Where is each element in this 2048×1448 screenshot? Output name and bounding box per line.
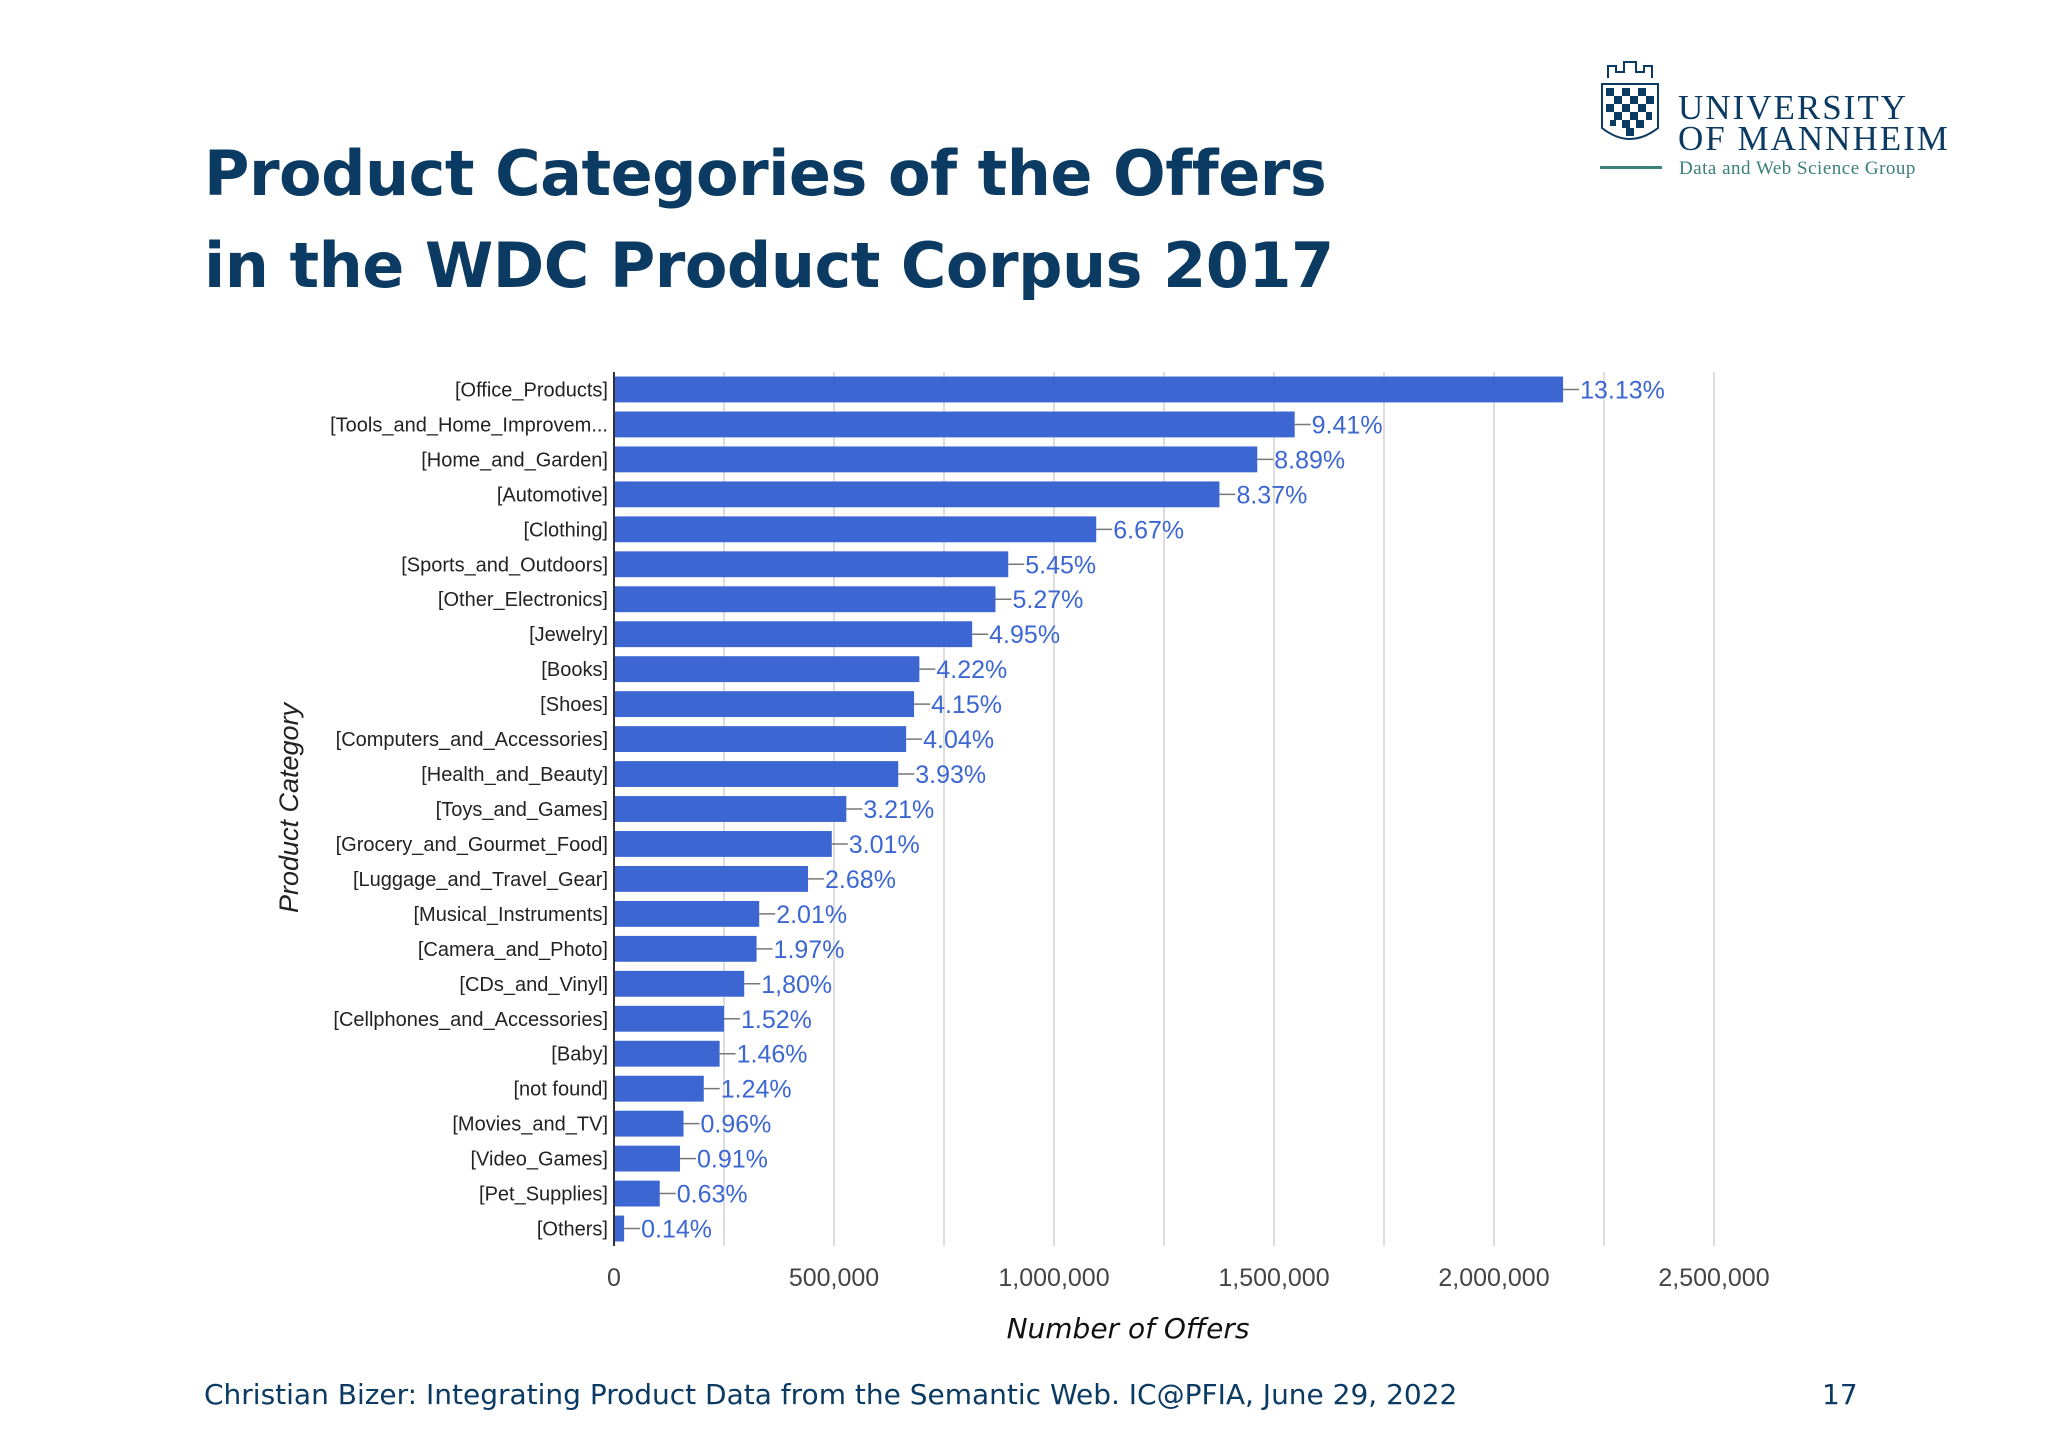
- bar: [614, 1005, 724, 1032]
- bar: [614, 691, 915, 718]
- data-label: 0.91%: [697, 1146, 768, 1174]
- logo-divider: [1600, 166, 1662, 169]
- logo-text-university: UNIVERSITY: [1678, 88, 1908, 127]
- bar: [614, 1040, 720, 1067]
- data-label: 1.24%: [721, 1076, 792, 1104]
- category-label: [Home_and_Garden]: [421, 449, 608, 471]
- bar: [614, 900, 760, 927]
- data-label: 5.45%: [1025, 551, 1096, 579]
- category-label: [Other_Electronics]: [438, 589, 608, 611]
- data-label: 2.68%: [825, 866, 896, 894]
- data-label: 8.37%: [1236, 481, 1307, 509]
- logo-subtitle: Data and Web Science Group: [1679, 158, 1916, 179]
- data-label: 3.21%: [863, 796, 934, 824]
- category-label: [Baby]: [551, 1044, 608, 1066]
- bar: [614, 831, 832, 857]
- category-label: [Luggage_and_Travel_Gear]: [353, 869, 608, 891]
- category-label: [Clothing]: [524, 519, 609, 541]
- data-label: 0.14%: [641, 1216, 712, 1244]
- category-label: [Shoes]: [540, 694, 608, 716]
- bar: [614, 1145, 680, 1172]
- x-tick-label: 1,500,000: [1218, 1264, 1329, 1292]
- bar: [614, 796, 847, 822]
- x-tick-label: 500,000: [789, 1264, 879, 1292]
- category-label: [Toys_and_Games]: [436, 799, 608, 821]
- category-labels: [Office_Products] [Tools_and_Home_Improve…: [330, 379, 608, 1240]
- bar: [614, 1110, 684, 1137]
- category-label: [Others]: [537, 1219, 608, 1241]
- bar: [614, 970, 745, 997]
- category-label: [Sports_and_Outdoors]: [401, 554, 608, 576]
- page-number: 17: [1822, 1378, 1858, 1411]
- bar: [614, 551, 1009, 578]
- data-label: 9.41%: [1312, 411, 1383, 439]
- data-labels: 13.13% 9.41% 8.89% 8.37% 6.67% 5.45% 5.27% 4.95…: [624, 376, 1665, 1244]
- data-label: 1,80%: [761, 971, 832, 999]
- data-label: 5.27%: [1012, 586, 1083, 614]
- category-label: [Movies_and_TV]: [452, 1114, 608, 1136]
- bar: [614, 1075, 704, 1102]
- data-label: 2.01%: [776, 901, 847, 929]
- bar: [614, 1180, 660, 1207]
- category-label: [Camera_and_Photo]: [418, 939, 608, 961]
- bar: [614, 586, 996, 613]
- data-label: 1.52%: [741, 1006, 812, 1034]
- x-tick-label: 1,000,000: [998, 1264, 1109, 1292]
- data-label: 8.89%: [1274, 446, 1345, 474]
- bar: [614, 446, 1258, 473]
- category-label: [Musical_Instruments]: [413, 904, 608, 926]
- data-label: 0.63%: [677, 1181, 748, 1209]
- bar: [614, 376, 1564, 403]
- university-logo: UNIVERSITY OF MANNHEIM Data and Web Scie…: [1590, 58, 1950, 186]
- category-label: [Tools_and_Home_Improvem...: [330, 414, 608, 436]
- slide-title: Product Categories of the Offers in the …: [204, 128, 1334, 312]
- data-label: 4.04%: [923, 726, 994, 754]
- category-label: [not found]: [513, 1079, 608, 1101]
- bar: [614, 761, 899, 787]
- bar: [614, 865, 809, 892]
- bar: [614, 516, 1097, 543]
- bar: [614, 411, 1295, 438]
- category-label: [CDs_and_Vinyl]: [459, 974, 608, 996]
- data-label: 4.22%: [936, 656, 1007, 684]
- category-label: [Pet_Supplies]: [479, 1184, 608, 1206]
- bar: [614, 1215, 625, 1242]
- x-axis-title: Number of Offers: [1007, 1312, 1250, 1345]
- category-label: [Books]: [541, 659, 608, 681]
- category-label: [Video_Games]: [471, 1149, 609, 1171]
- slide-footer: Christian Bizer: Integrating Product Dat…: [204, 1378, 1458, 1411]
- x-tick-label: 2,000,000: [1438, 1264, 1549, 1292]
- logo-text-mannheim: OF MANNHEIM: [1678, 119, 1950, 158]
- data-label: 3.01%: [849, 831, 920, 859]
- mannheim-crest-icon: [1601, 61, 1659, 140]
- category-label: [Office_Products]: [455, 379, 608, 401]
- data-label: 6.67%: [1113, 516, 1184, 544]
- category-label: [Grocery_and_Gourmet_Food]: [336, 834, 608, 856]
- category-label: [Computers_and_Accessories]: [336, 729, 608, 751]
- data-label: 1.97%: [774, 936, 845, 964]
- slide-title-line-1: Product Categories of the Offers: [204, 137, 1327, 210]
- data-label: 4.95%: [989, 621, 1060, 649]
- bar: [614, 935, 757, 962]
- data-label: 13.13%: [1580, 376, 1665, 404]
- data-label: 3.93%: [915, 761, 986, 789]
- category-label: [Jewelry]: [529, 624, 608, 646]
- data-label: 0.96%: [701, 1111, 772, 1139]
- category-label: [Cellphones_and_Accessories]: [333, 1009, 608, 1031]
- bar: [614, 656, 920, 683]
- data-label: 4.15%: [931, 691, 1002, 719]
- x-tick-label: 2,500,000: [1658, 1264, 1769, 1292]
- data-label: 1.46%: [737, 1041, 808, 1069]
- bar: [614, 726, 907, 753]
- bars: [614, 376, 1564, 1242]
- category-label: [Health_and_Beauty]: [421, 764, 608, 786]
- y-axis-title: Product Category: [274, 701, 304, 913]
- bar: [614, 481, 1220, 508]
- bar: [614, 621, 973, 648]
- bar-chart: [Office_Products] [Tools_and_Home_Improve…: [274, 372, 1770, 1345]
- x-tick-label: 0: [607, 1264, 621, 1292]
- slide-title-line-2: in the WDC Product Corpus 2017: [204, 229, 1334, 302]
- x-tick-labels: 0 500,000 1,000,000 1,500,000 2,000,000 2,500…: [607, 1264, 1770, 1292]
- category-label: [Automotive]: [497, 484, 608, 506]
